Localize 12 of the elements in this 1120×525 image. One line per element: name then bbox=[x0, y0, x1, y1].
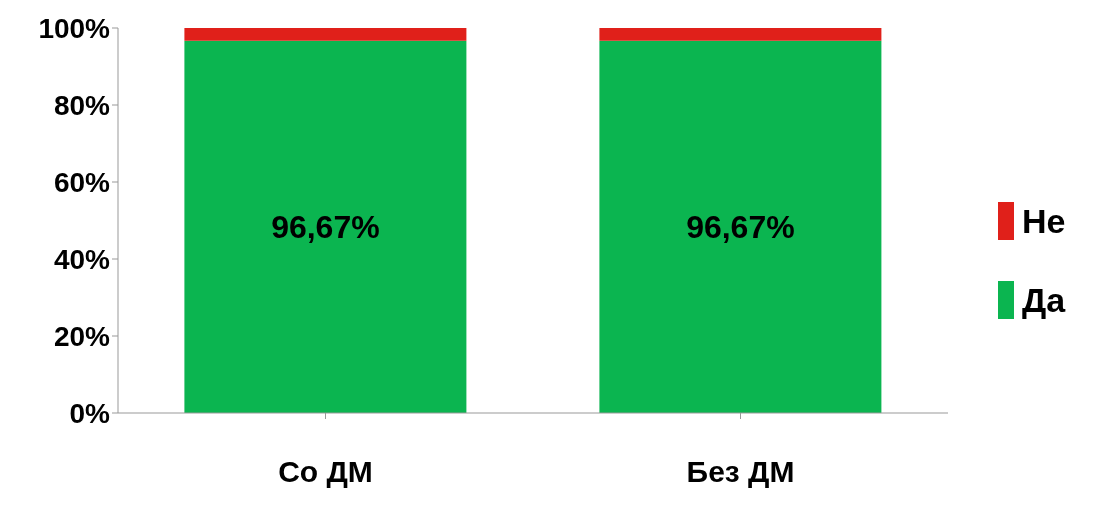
legend-label: Не bbox=[1022, 201, 1066, 241]
y-tick-label: 100% bbox=[38, 12, 111, 44]
data-label: 96,67% bbox=[686, 209, 795, 246]
y-tick-label: 60% bbox=[53, 166, 111, 198]
legend-label: Да bbox=[1022, 280, 1066, 320]
y-tick-label: 20% bbox=[53, 320, 111, 352]
data-label: 96,67% bbox=[271, 209, 380, 246]
x-tick-label: Со ДМ bbox=[278, 455, 373, 489]
y-tick-label: 40% bbox=[53, 243, 111, 275]
x-tick-label: Без ДМ bbox=[686, 455, 795, 489]
y-tick-label: 0% bbox=[69, 397, 111, 429]
y-tick-label: 80% bbox=[53, 89, 111, 121]
